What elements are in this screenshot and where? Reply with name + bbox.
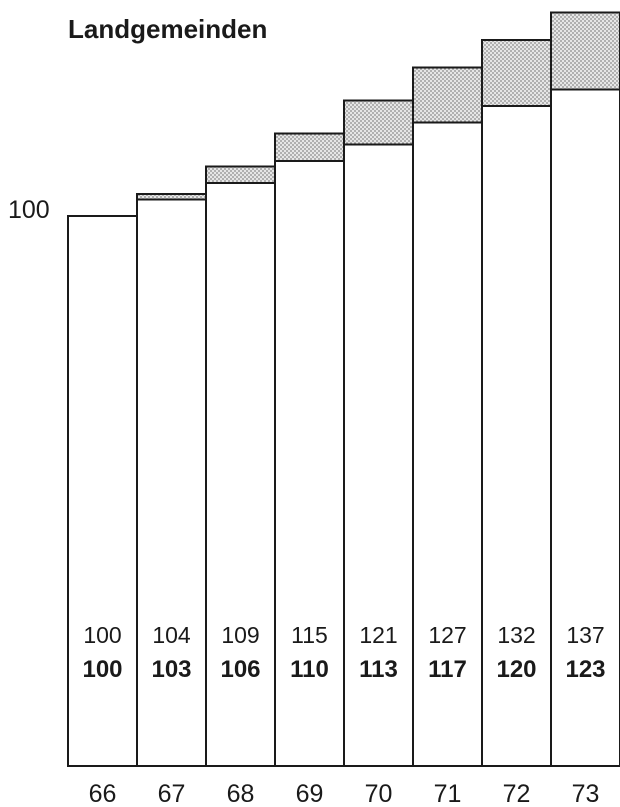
value-label-top-68: 109	[221, 622, 259, 648]
value-label-top-72: 132	[497, 622, 535, 648]
x-tick-71: 71	[434, 780, 462, 807]
bar-upper-71	[412, 66, 483, 124]
bar-upper-68	[205, 165, 276, 184]
bar-lower-66	[67, 215, 138, 767]
value-label-bottom-67: 103	[151, 656, 191, 683]
value-label-top-67: 104	[152, 622, 191, 648]
value-labels-group: 100 100 104 103 109 106 115 110 121 113 127 117 132 1…	[82, 622, 605, 683]
value-label-bottom-70: 113	[359, 656, 398, 683]
chart-title: Landgemeinden	[68, 14, 267, 44]
value-label-top-73: 137	[566, 622, 604, 648]
x-tick-66: 66	[89, 780, 117, 807]
reference-label: 100	[8, 196, 50, 224]
bar-lower-71	[412, 121, 483, 767]
x-tick-72: 72	[503, 780, 531, 807]
x-tick-67: 67	[158, 780, 186, 807]
x-tick-73: 73	[572, 780, 600, 807]
bars-group	[67, 11, 620, 767]
value-label-bottom-69: 110	[290, 656, 329, 683]
x-tick-68: 68	[227, 780, 255, 807]
value-label-bottom-66: 100	[82, 656, 122, 683]
x-ticks-group: 66 67 68 69 70 71 72 73	[89, 780, 600, 807]
value-label-bottom-73: 123	[565, 656, 605, 683]
value-label-bottom-72: 120	[496, 656, 536, 683]
value-label-top-71: 127	[428, 622, 466, 648]
value-label-bottom-68: 106	[220, 656, 260, 683]
value-label-bottom-71: 117	[428, 656, 467, 683]
bar-lower-73	[550, 88, 620, 767]
value-label-top-66: 100	[83, 622, 121, 648]
bar-upper-73	[550, 11, 620, 91]
bar-upper-72	[481, 39, 552, 107]
bar-lower-68	[205, 182, 276, 767]
x-tick-70: 70	[365, 780, 393, 807]
bar-upper-69	[274, 132, 345, 162]
value-label-top-70: 121	[359, 622, 397, 648]
x-tick-69: 69	[296, 780, 324, 807]
bar-lower-72	[481, 105, 552, 767]
value-label-top-69: 115	[291, 622, 328, 648]
bar-upper-70	[343, 99, 414, 146]
